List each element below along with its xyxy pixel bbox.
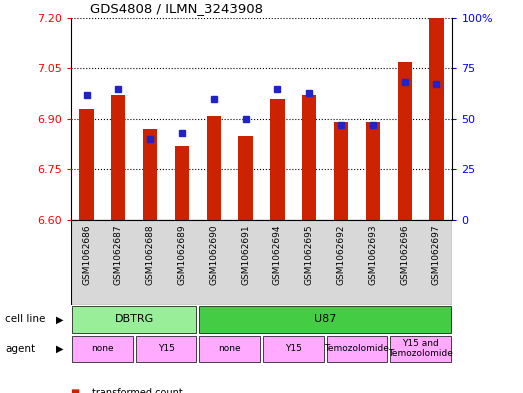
Text: GSM1062696: GSM1062696 — [400, 224, 409, 285]
Text: GSM1062686: GSM1062686 — [82, 224, 91, 285]
Text: cell line: cell line — [5, 314, 46, 324]
Text: GSM1062688: GSM1062688 — [145, 224, 155, 285]
Bar — [79, 109, 94, 220]
FancyBboxPatch shape — [327, 336, 387, 362]
Bar — [397, 62, 412, 220]
Text: none: none — [219, 344, 241, 353]
Text: GSM1062694: GSM1062694 — [273, 224, 282, 285]
Text: GSM1062690: GSM1062690 — [209, 224, 218, 285]
Text: U87: U87 — [314, 314, 336, 324]
Text: GSM1062697: GSM1062697 — [432, 224, 441, 285]
Text: GSM1062691: GSM1062691 — [241, 224, 250, 285]
Text: ▶: ▶ — [56, 314, 64, 324]
Bar — [238, 136, 253, 220]
Text: Y15: Y15 — [285, 344, 302, 353]
Text: Temozolomide: Temozolomide — [324, 344, 390, 353]
Text: ▶: ▶ — [56, 344, 64, 354]
Text: transformed count: transformed count — [92, 388, 183, 393]
Text: GSM1062687: GSM1062687 — [114, 224, 123, 285]
Text: Y15 and
Temozolomide: Y15 and Temozolomide — [388, 339, 453, 358]
FancyBboxPatch shape — [390, 336, 451, 362]
Text: GSM1062689: GSM1062689 — [177, 224, 187, 285]
Bar — [334, 122, 348, 220]
Text: ■: ■ — [71, 388, 80, 393]
Bar — [207, 116, 221, 220]
FancyBboxPatch shape — [199, 336, 260, 362]
FancyBboxPatch shape — [136, 336, 196, 362]
FancyBboxPatch shape — [72, 336, 133, 362]
Bar — [302, 95, 316, 220]
Bar — [143, 129, 157, 220]
Bar — [429, 18, 444, 220]
Bar — [366, 122, 380, 220]
Bar — [175, 146, 189, 220]
Text: Y15: Y15 — [157, 344, 175, 353]
Text: GSM1062695: GSM1062695 — [305, 224, 314, 285]
Text: GDS4808 / ILMN_3243908: GDS4808 / ILMN_3243908 — [90, 2, 263, 15]
Text: agent: agent — [5, 344, 36, 354]
Bar — [111, 95, 126, 220]
FancyBboxPatch shape — [72, 306, 196, 332]
Text: none: none — [91, 344, 113, 353]
FancyBboxPatch shape — [263, 336, 324, 362]
Text: GSM1062693: GSM1062693 — [368, 224, 378, 285]
Text: DBTRG: DBTRG — [115, 314, 154, 324]
Text: GSM1062692: GSM1062692 — [336, 224, 346, 285]
FancyBboxPatch shape — [199, 306, 451, 332]
Bar — [270, 99, 285, 220]
